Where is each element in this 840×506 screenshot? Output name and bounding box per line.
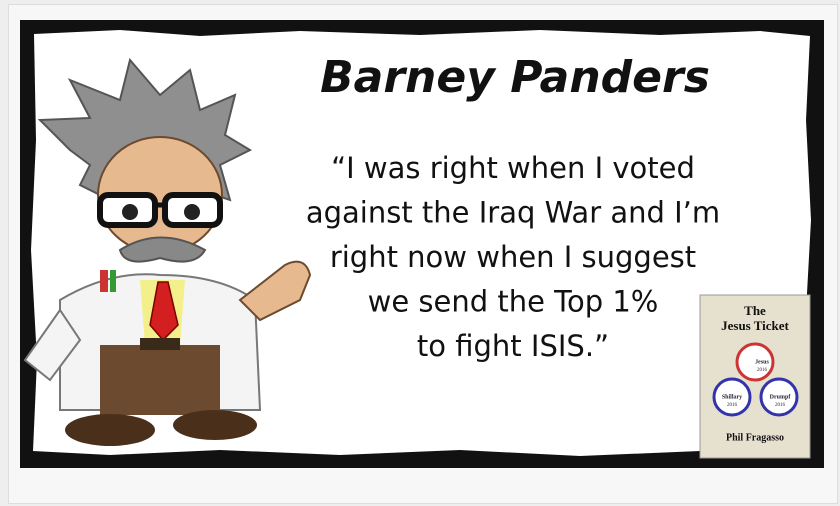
button-year: 2016 [775, 403, 786, 408]
button-name: Shillary [722, 394, 742, 400]
button-name: Jesus [755, 359, 769, 365]
quote-line: “I was right when I voted [331, 151, 695, 185]
book-author: Phil Fragasso [726, 432, 784, 443]
quote-line: right now when I suggest [330, 240, 696, 274]
quote-line: we send the Top 1% [368, 285, 659, 319]
book-title: The [744, 303, 766, 318]
button-name: Drumpf [770, 394, 792, 400]
quote-line: to fight ISIS.” [417, 329, 609, 363]
button-year: 2016 [757, 368, 768, 373]
scientist [23, 57, 312, 446]
book-title: Jesus Ticket [721, 318, 789, 333]
title: Barney Panders [320, 52, 710, 103]
button-year: 2016 [727, 403, 738, 408]
book-cover [699, 294, 811, 459]
quote-line: against the Iraq War and I’m [306, 196, 720, 230]
